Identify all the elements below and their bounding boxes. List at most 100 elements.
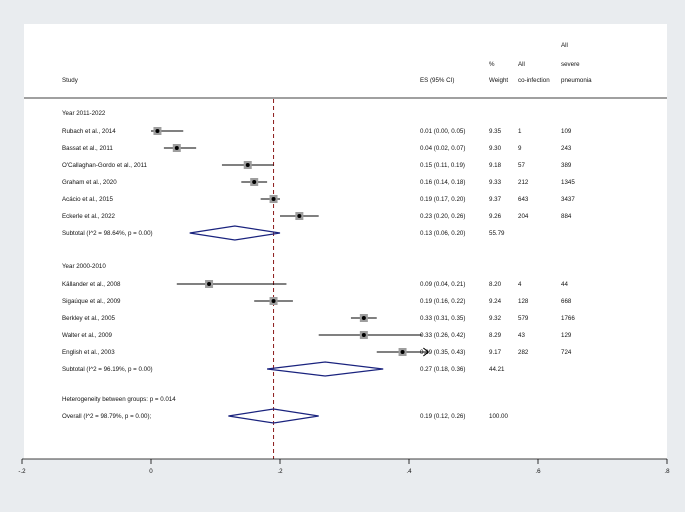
study-coinfection: 4 (518, 281, 522, 288)
ci-arrow (423, 347, 430, 357)
overall-diamond (228, 408, 319, 424)
point-estimate (400, 350, 405, 354)
study-severe: 243 (561, 145, 572, 152)
overall-weight: 100.00 (489, 413, 508, 420)
header-severe-top: All (561, 42, 568, 49)
point-estimate (271, 299, 276, 303)
header-coinfection: co-infection (518, 77, 550, 84)
subtotal-es: 0.27 (0.18, 0.36) (420, 366, 465, 373)
point-estimate (361, 316, 366, 320)
study-severe: 3437 (561, 196, 575, 203)
study-es: 0.39 (0.35, 0.43) (420, 349, 465, 356)
study-coinfection: 643 (518, 196, 529, 203)
subtotal-label: Subtotal (I^2 = 98.64%, p = 0.00) (62, 230, 153, 237)
study-coinfection: 128 (518, 298, 529, 305)
study-coinfection: 212 (518, 179, 529, 186)
study-es: 0.16 (0.14, 0.18) (420, 179, 465, 186)
header-weight-top: % (489, 61, 495, 68)
subtotal-es: 0.13 (0.06, 0.20) (420, 230, 465, 237)
study-severe: 724 (561, 349, 572, 356)
study-coinfection: 282 (518, 349, 529, 356)
study-name: Walter et al., 2009 (62, 332, 113, 339)
study-coinfection: 204 (518, 213, 529, 220)
study-name: O'Callaghan-Gordo et al., 2011 (62, 162, 148, 169)
header-severe: pneumonia (561, 77, 592, 84)
study-coinfection: 9 (518, 145, 522, 152)
x-tick-label: .4 (406, 468, 412, 475)
study-severe: 1766 (561, 315, 575, 322)
header-es: ES (95% CI) (420, 77, 454, 84)
study-severe: 389 (561, 162, 572, 169)
study-severe: 1345 (561, 179, 575, 186)
x-tick-label: 0 (149, 468, 153, 475)
study-es: 0.04 (0.02, 0.07) (420, 145, 465, 152)
study-name: Bassat et al., 2011 (62, 145, 113, 152)
study-es: 0.23 (0.20, 0.26) (420, 213, 465, 220)
study-weight: 8.20 (489, 281, 502, 288)
study-es: 0.19 (0.16, 0.22) (420, 298, 465, 305)
x-tick-label: .2 (277, 468, 283, 475)
overall-label: Overall (I^2 = 98.79%, p = 0.00); (62, 413, 152, 420)
subtotal-weight: 55.79 (489, 230, 505, 237)
study-name: Acácio et al., 2015 (62, 196, 113, 203)
header-severe-mid: severe (561, 61, 580, 68)
study-weight: 8.29 (489, 332, 502, 339)
x-tick-label: -.2 (18, 468, 26, 475)
point-estimate (271, 197, 276, 201)
study-name: Graham et al., 2020 (62, 179, 117, 186)
study-weight: 9.37 (489, 196, 502, 203)
study-severe: 44 (561, 281, 568, 288)
subtotal-weight: 44.21 (489, 366, 505, 373)
point-estimate (361, 333, 366, 337)
group-label: Year 2000-2010 (62, 263, 106, 270)
point-estimate (297, 214, 302, 218)
study-name: Sigaúque et al., 2009 (62, 298, 121, 305)
study-severe: 129 (561, 332, 572, 339)
study-es: 0.33 (0.26, 0.42) (420, 332, 465, 339)
subtotal-diamond (189, 225, 281, 241)
study-es: 0.19 (0.17, 0.20) (420, 196, 465, 203)
study-severe: 884 (561, 213, 572, 220)
x-tick-label: .6 (535, 468, 541, 475)
header-weight: Weight (489, 77, 508, 84)
plot-panel (24, 24, 667, 459)
study-name: Källander et al., 2008 (62, 281, 121, 288)
study-weight: 9.35 (489, 128, 502, 135)
study-severe: 109 (561, 128, 572, 135)
point-estimate (174, 146, 179, 150)
subtotal-diamond (267, 361, 384, 377)
study-coinfection: 57 (518, 162, 525, 169)
header-study: Study (62, 77, 79, 84)
point-estimate (252, 180, 257, 184)
study-name: Berkley et al., 2005 (62, 315, 116, 322)
header-coinfection-top: All (518, 61, 525, 68)
study-es: 0.09 (0.04, 0.21) (420, 281, 465, 288)
point-estimate (155, 129, 160, 133)
study-es: 0.15 (0.11, 0.19) (420, 162, 465, 169)
heterogeneity-text: Heterogeneity between groups: p = 0.014 (62, 396, 176, 403)
study-weight: 9.24 (489, 298, 502, 305)
study-weight: 9.30 (489, 145, 502, 152)
study-weight: 9.17 (489, 349, 502, 356)
study-name: English et al., 2003 (62, 349, 115, 356)
study-name: Rubach et al., 2014 (62, 128, 116, 135)
overall-es: 0.19 (0.12, 0.26) (420, 413, 465, 420)
point-estimate (207, 282, 212, 286)
study-coinfection: 579 (518, 315, 529, 322)
study-coinfection: 1 (518, 128, 522, 135)
subtotal-label: Subtotal (I^2 = 96.19%, p = 0.00) (62, 366, 153, 373)
study-weight: 9.18 (489, 162, 502, 169)
study-coinfection: 43 (518, 332, 525, 339)
study-weight: 9.26 (489, 213, 502, 220)
study-weight: 9.33 (489, 179, 502, 186)
x-tick-label: .8 (664, 468, 670, 475)
study-es: 0.01 (0.00, 0.05) (420, 128, 465, 135)
study-weight: 9.32 (489, 315, 502, 322)
study-es: 0.33 (0.31, 0.35) (420, 315, 465, 322)
point-estimate (245, 163, 250, 167)
study-severe: 668 (561, 298, 572, 305)
group-label: Year 2011-2022 (62, 110, 106, 117)
study-name: Eckerle et al., 2022 (62, 213, 116, 220)
